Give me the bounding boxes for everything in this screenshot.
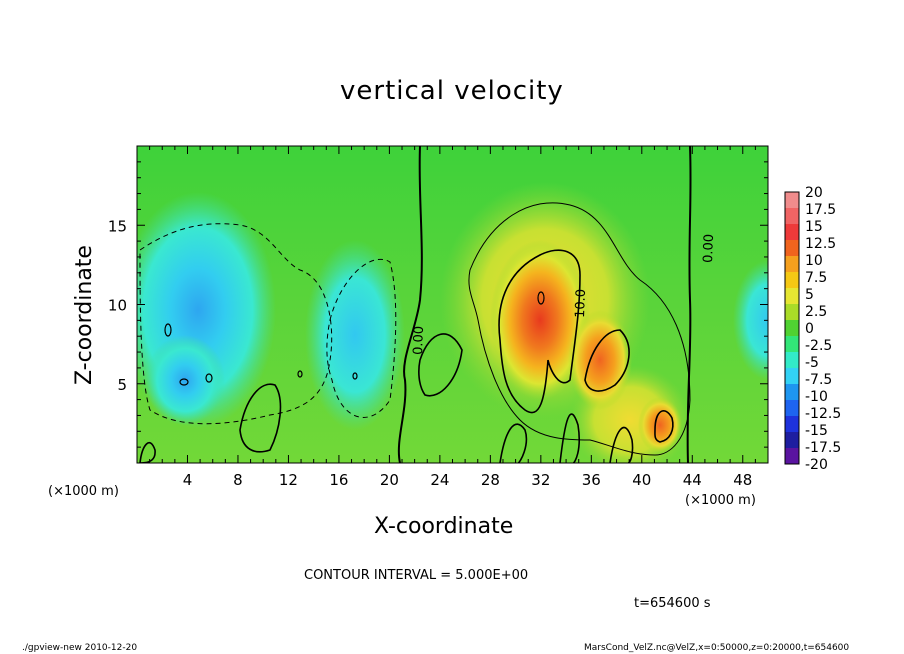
y-tick-label: 5 (117, 376, 127, 394)
colorbar-swatch (785, 192, 799, 209)
colorbar-swatch (785, 320, 799, 337)
y-unit-label: (×1000 m) (48, 484, 119, 499)
x-tick-label: 4 (183, 471, 193, 489)
colorbar-swatch (785, 416, 799, 433)
x-tick-label: 16 (329, 471, 348, 489)
colorbar-tick-label: -2.5 (805, 338, 832, 354)
contour-label: 0.00 (411, 326, 427, 355)
colorbar-tick-label: -12.5 (805, 406, 841, 422)
colorbar-tick-label: 10 (805, 253, 823, 269)
colorbar-swatch (785, 400, 799, 417)
contour-lines (139, 146, 692, 463)
colorbar-tick-label: -5 (805, 355, 819, 371)
colorbar-swatch (785, 448, 799, 465)
contour-label: 10.0 (573, 289, 589, 318)
colorbar-swatch (785, 352, 799, 369)
x-tick-label: 12 (279, 471, 298, 489)
colorbar-tick-label: 0 (805, 321, 814, 337)
x-tick-label: 20 (380, 471, 399, 489)
colorbar-swatch (785, 256, 799, 273)
colorbar: 2017.51512.5107.552.50-2.5-5-7.5-10-12.5… (784, 185, 841, 473)
colorbar-tick-label: -17.5 (805, 440, 841, 456)
colorbar-tick-label: -15 (805, 423, 828, 439)
colorbar-tick-label: 17.5 (805, 202, 836, 218)
colorbar-tick-label: -20 (805, 457, 828, 473)
colorbar-tick-label: 2.5 (805, 304, 827, 320)
x-tick-label: 44 (683, 471, 702, 489)
colorbar-swatch (785, 304, 799, 321)
colorbar-tick-label: 5 (805, 287, 814, 303)
x-tick-label: 40 (632, 471, 651, 489)
x-tick-label: 32 (531, 471, 550, 489)
colorbar-tick-label: -7.5 (805, 372, 832, 388)
colorbar-swatch (785, 368, 799, 385)
x-unit-label: (×1000 m) (685, 493, 756, 508)
x-tick-label: 24 (430, 471, 449, 489)
y-axis-title: Z-coordinate (72, 245, 97, 385)
x-axis-title: X-coordinate (374, 514, 514, 539)
colorbar-tick-label: 12.5 (805, 236, 836, 252)
colorbar-tick-label: 15 (805, 219, 823, 235)
y-tick-label: 10 (108, 297, 127, 315)
colorbar-swatch (785, 240, 799, 257)
colorbar-swatch (785, 272, 799, 289)
colorbar-tick-label: -10 (805, 389, 828, 405)
x-tick-label: 8 (233, 471, 243, 489)
colorbar-swatch (785, 384, 799, 401)
axis-ticks (137, 146, 768, 463)
y-tick-label: 15 (108, 217, 127, 235)
x-tick-label: 36 (582, 471, 601, 489)
footer-right: MarsCond_VelZ.nc@VelZ,x=0:50000,z=0:2000… (584, 643, 850, 653)
x-tick-label: 28 (481, 471, 500, 489)
footer-left: ./gpview-new 2010-12-20 (22, 643, 138, 653)
colorbar-swatch (785, 208, 799, 225)
colorbar-swatch (785, 432, 799, 449)
contour-interval-text: CONTOUR INTERVAL = 5.000E+00 (304, 568, 529, 583)
chart-title: vertical velocity (340, 76, 564, 106)
colorbar-tick-label: 7.5 (805, 270, 827, 286)
velocity-field (137, 146, 768, 463)
colorbar-swatch (785, 336, 799, 353)
colorbar-swatch (785, 224, 799, 241)
colorbar-swatch (785, 288, 799, 305)
time-label: t=654600 s (634, 596, 711, 611)
x-tick-label: 48 (733, 471, 752, 489)
colorbar-tick-label: 20 (805, 185, 823, 201)
colorbar-frame (784, 191, 800, 465)
contour-label: 0.00 (701, 234, 717, 263)
